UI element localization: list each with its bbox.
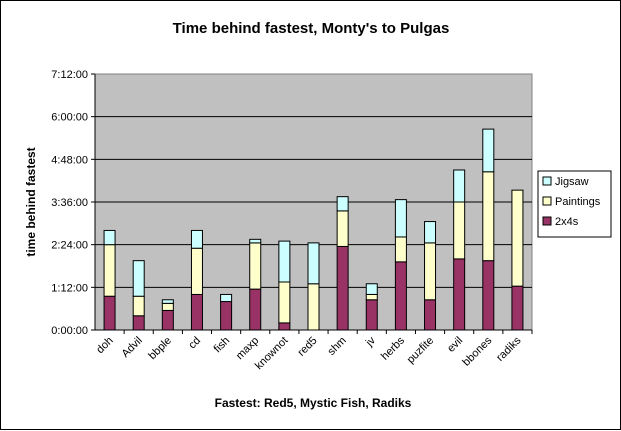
bar-jigsaw-evil xyxy=(453,169,466,203)
y-axis-label: time behind fastest xyxy=(24,147,38,256)
bar-jigsaw-fish xyxy=(220,293,233,303)
bar-paintings-cd xyxy=(190,247,203,295)
bar-jigsaw-advil xyxy=(132,260,145,297)
x-tick-label: cd xyxy=(186,335,203,352)
bar-jigsaw-puzfite xyxy=(424,221,437,244)
bar-2x4s-fish xyxy=(220,301,233,331)
bar-jigsaw-bbple xyxy=(161,299,174,304)
bar-2x4s-jv xyxy=(365,299,378,331)
bar-2x4s-maxp xyxy=(249,288,262,331)
x-tick-label: puzfite xyxy=(405,335,436,366)
bar-paintings-maxp xyxy=(249,242,262,290)
bar-jigsaw-knownot xyxy=(278,240,291,283)
legend: Jigsaw Paintings 2x4s xyxy=(537,170,612,238)
bar-2x4s-evil xyxy=(453,258,466,331)
bar-paintings-puzfite xyxy=(424,242,437,301)
y-tick-label: 0:00:00 xyxy=(51,325,88,337)
x-tick-label: herbs xyxy=(379,334,407,362)
bar-jigsaw-bbones xyxy=(482,128,495,173)
bar-2x4s-doh xyxy=(103,295,116,331)
y-tick-label: 7:12:00 xyxy=(51,69,88,81)
y-tick-label: 6:00:00 xyxy=(51,112,88,124)
bar-paintings-herbs xyxy=(394,236,407,263)
bar-2x4s-advil xyxy=(132,315,145,331)
bar-2x4s-knownot xyxy=(278,322,291,331)
bar-jigsaw-jv xyxy=(365,283,378,295)
y-tick-label: 3:36:00 xyxy=(51,197,88,209)
x-tick-label: shm xyxy=(326,335,349,358)
x-tick-label: fish xyxy=(212,335,233,356)
legend-swatch-2x4s xyxy=(542,216,552,226)
x-tick-label: doh xyxy=(94,335,115,356)
bar-jigsaw-red5 xyxy=(307,242,320,285)
bar-2x4s-bbple xyxy=(161,309,174,331)
y-tick-label: 1:12:00 xyxy=(51,282,88,294)
x-axis-label: Fastest: Red5, Mystic Fish, Radiks xyxy=(215,396,412,410)
bar-jigsaw-maxp xyxy=(249,238,262,244)
bar-2x4s-shm xyxy=(336,245,349,331)
bar-paintings-evil xyxy=(453,201,466,260)
bar-paintings-jv xyxy=(365,293,378,301)
x-tick-label: red5 xyxy=(296,335,320,359)
bar-paintings-radiks xyxy=(511,189,524,287)
bar-paintings-advil xyxy=(132,295,145,317)
x-tick-label: knownot xyxy=(253,335,290,372)
bar-2x4s-puzfite xyxy=(424,299,437,331)
bar-paintings-bbones xyxy=(482,171,495,262)
bar-paintings-shm xyxy=(336,210,349,247)
x-tick-label: jv xyxy=(363,334,378,349)
legend-swatch-paintings xyxy=(542,196,552,206)
x-tick-label: evil xyxy=(445,335,465,355)
bar-jigsaw-herbs xyxy=(394,199,407,238)
legend-label-paintings: Paintings xyxy=(555,196,601,208)
y-tick-label: 2:24:00 xyxy=(51,240,88,252)
bar-paintings-doh xyxy=(103,244,116,297)
bar-jigsaw-cd xyxy=(190,229,203,249)
bar-jigsaw-shm xyxy=(336,196,349,212)
bar-2x4s-cd xyxy=(190,293,203,331)
x-tick-label: bbple xyxy=(146,335,174,363)
x-tick-label: Advil xyxy=(119,335,144,360)
y-tick-label: 4:48:00 xyxy=(51,154,88,166)
bar-jigsaw-doh xyxy=(103,229,116,246)
x-tick-label: bbones xyxy=(460,334,494,368)
bar-2x4s-bbones xyxy=(482,260,495,331)
x-tick-label: radiks xyxy=(494,334,524,364)
bar-paintings-bbple xyxy=(161,302,174,311)
legend-swatch-jigsaw xyxy=(542,176,552,186)
bar-2x4s-herbs xyxy=(394,261,407,331)
bar-paintings-red5 xyxy=(307,283,320,331)
legend-label-2x4s: 2x4s xyxy=(555,216,579,228)
bar-paintings-knownot xyxy=(278,281,291,324)
bar-2x4s-radiks xyxy=(511,285,524,331)
chart-title: Time behind fastest, Monty's to Pulgas xyxy=(173,20,450,37)
legend-label-jigsaw: Jigsaw xyxy=(555,176,589,188)
